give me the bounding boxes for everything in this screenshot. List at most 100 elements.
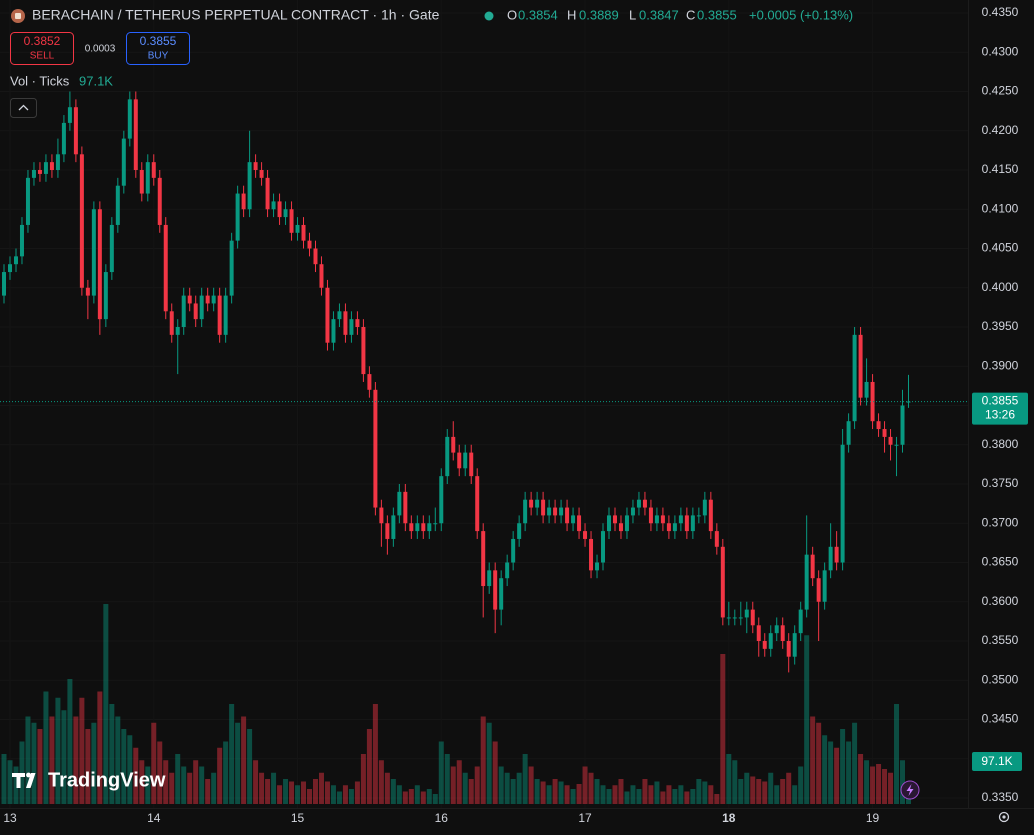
volume-layer xyxy=(1,604,911,804)
ohlc-value: 0.3855 xyxy=(697,7,737,22)
volume-bar xyxy=(720,654,726,804)
y-tick-label: 0.3750 xyxy=(982,476,1019,490)
volume-bar xyxy=(540,781,546,804)
candle-body xyxy=(2,272,7,296)
volume-bar xyxy=(516,772,522,804)
volume-bar xyxy=(780,779,786,804)
y-tick-label: 0.3950 xyxy=(982,319,1019,333)
volume-bar xyxy=(654,781,660,804)
volume-bar xyxy=(163,760,169,804)
y-tick-label: 0.4150 xyxy=(982,162,1019,176)
y-tick-label: 0.4050 xyxy=(982,241,1019,255)
sell-button[interactable] xyxy=(10,32,74,65)
candle-body xyxy=(774,625,779,634)
ohlc-key: H xyxy=(567,7,576,22)
spread: 0.0003 xyxy=(85,44,116,55)
candle-body xyxy=(337,311,342,320)
candle-body xyxy=(792,633,797,657)
candle-body xyxy=(654,515,659,524)
candle-body xyxy=(840,444,845,563)
volume-bar xyxy=(79,697,85,804)
volume-bar xyxy=(804,635,810,804)
candle-body xyxy=(786,641,791,657)
buy-button[interactable] xyxy=(126,32,190,65)
volume-bar xyxy=(37,729,43,804)
logo-icon-dot xyxy=(26,772,31,778)
candle-body xyxy=(31,170,36,178)
candle-body xyxy=(636,499,641,508)
volume-bar xyxy=(301,781,307,804)
volume-bar xyxy=(504,772,510,804)
volume-bar xyxy=(672,789,678,804)
volume-bar xyxy=(612,785,618,804)
volume-bar xyxy=(115,716,121,804)
sell-label: SELL xyxy=(30,51,55,62)
y-tick-label: 0.3800 xyxy=(982,437,1019,451)
volume-bar xyxy=(570,789,576,804)
volume-bar xyxy=(564,785,570,804)
candle-body xyxy=(361,327,366,375)
volume-bar xyxy=(253,760,259,804)
volume-bar xyxy=(247,729,253,804)
candle-body xyxy=(601,531,606,563)
candle-body xyxy=(415,523,420,532)
volume-bar xyxy=(426,789,432,804)
volume-bar xyxy=(408,789,414,804)
collapse-button[interactable] xyxy=(10,98,37,118)
volume-bar xyxy=(882,769,888,804)
candle-body xyxy=(720,546,725,618)
candle-body xyxy=(876,421,881,430)
candle-layer xyxy=(2,91,911,673)
candle-body xyxy=(19,224,24,257)
volume-bar xyxy=(642,779,648,804)
volume-bar xyxy=(85,729,91,804)
candle-body xyxy=(900,405,905,445)
volume-bar xyxy=(354,781,360,804)
volume-bar xyxy=(396,785,402,804)
volume-bar xyxy=(468,779,474,804)
candle-body xyxy=(445,436,450,477)
candle-body xyxy=(433,523,438,525)
volume-marker-label: 97.1K xyxy=(981,754,1012,768)
candle-body xyxy=(894,444,899,446)
volume-bar xyxy=(157,741,163,804)
candle-body xyxy=(541,499,546,516)
y-tick-label: 0.3600 xyxy=(982,594,1019,608)
x-tick-label: 15 xyxy=(291,811,305,825)
volume-bar xyxy=(510,779,516,804)
volume-bar xyxy=(708,785,714,804)
volume-bar xyxy=(25,716,31,804)
volume-bar xyxy=(690,789,696,804)
candle-body xyxy=(409,523,414,532)
volume-bar xyxy=(432,794,438,804)
candle-body xyxy=(73,107,78,155)
candle-body xyxy=(457,452,462,469)
volume-bar xyxy=(456,760,462,804)
candle-body xyxy=(583,531,588,539)
volume-bar xyxy=(336,791,342,804)
volume-bar xyxy=(750,776,756,804)
candle-body xyxy=(25,177,30,225)
candle-body xyxy=(559,507,564,516)
candle-body xyxy=(517,523,522,539)
volume-bar xyxy=(450,766,456,804)
x-tick-label: 17 xyxy=(578,811,592,825)
sell-price: 0.3852 xyxy=(24,34,61,48)
volume-bar xyxy=(366,729,372,804)
volume-bar xyxy=(660,791,666,804)
candle-body xyxy=(523,499,528,524)
candle-body xyxy=(630,507,635,516)
candle-body xyxy=(49,162,54,170)
candle-body xyxy=(618,523,623,532)
volume-bar xyxy=(846,741,852,804)
candle-body xyxy=(43,162,48,174)
candle-body xyxy=(535,499,540,508)
settings-icon[interactable] xyxy=(998,811,1010,823)
candle-body xyxy=(103,272,108,320)
candle-body xyxy=(217,295,222,335)
y-tick-label: 0.3450 xyxy=(982,712,1019,726)
candle-body xyxy=(798,609,803,634)
volume-bar xyxy=(13,766,19,804)
volume-bar xyxy=(133,747,139,804)
